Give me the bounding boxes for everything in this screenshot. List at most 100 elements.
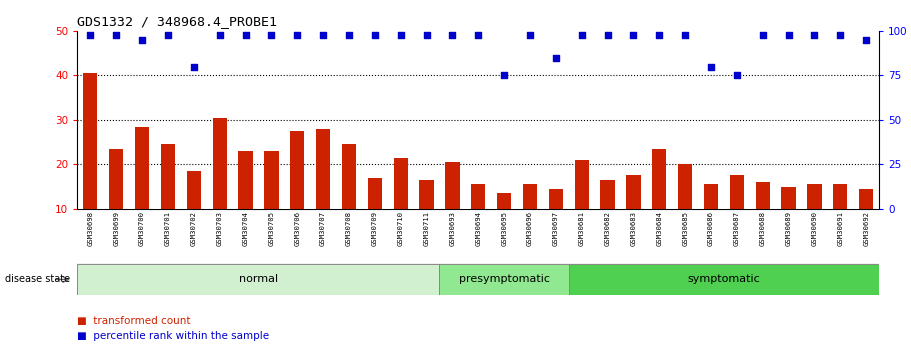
Text: GSM30709: GSM30709 [372,211,378,246]
Bar [678,164,692,209]
Text: GSM30681: GSM30681 [578,211,585,246]
Bar [187,171,201,209]
Bar [523,184,537,209]
Text: GSM30711: GSM30711 [424,211,430,246]
Bar [264,151,279,209]
Bar [548,189,563,209]
Bar [212,118,227,209]
Text: symptomatic: symptomatic [688,275,761,284]
Bar [109,149,123,209]
Point [496,73,511,78]
Text: GSM30688: GSM30688 [760,211,766,246]
Point [419,32,434,37]
Bar [471,184,486,209]
Point [548,55,563,60]
Text: GSM30705: GSM30705 [269,211,274,246]
Bar [445,162,459,209]
Text: GSM30710: GSM30710 [398,211,404,246]
Point [239,32,253,37]
Text: ■  transformed count: ■ transformed count [77,316,191,326]
Text: GSM30699: GSM30699 [113,211,119,246]
Bar [568,264,879,295]
Text: GSM30691: GSM30691 [837,211,844,246]
Point [212,32,227,37]
Point [626,32,640,37]
Text: GSM30694: GSM30694 [476,211,481,246]
Text: GSM30697: GSM30697 [553,211,558,246]
Text: normal: normal [239,275,278,284]
Bar [368,178,382,209]
Bar [807,184,822,209]
Text: GSM30682: GSM30682 [605,211,610,246]
Point [394,32,408,37]
Bar [782,187,795,209]
Text: GSM30704: GSM30704 [242,211,249,246]
Point [807,32,822,37]
Point [678,32,692,37]
Point [342,32,356,37]
Text: GSM30701: GSM30701 [165,211,171,246]
Point [523,32,537,37]
Point [471,32,486,37]
Bar [652,149,667,209]
Bar [239,151,252,209]
Bar [290,131,304,209]
Bar [316,129,330,209]
Text: GSM30702: GSM30702 [190,211,197,246]
Bar [755,182,770,209]
Point [83,32,97,37]
Bar [497,193,511,209]
Point [445,32,460,37]
Text: GSM30696: GSM30696 [527,211,533,246]
Text: GSM30708: GSM30708 [346,211,352,246]
Bar [83,73,97,209]
Point [135,37,149,43]
Bar [394,158,408,209]
Point [730,73,744,78]
Bar [77,264,439,295]
Bar [600,180,615,209]
Text: GSM30687: GSM30687 [734,211,740,246]
Text: disease state: disease state [5,275,69,284]
Point [316,32,331,37]
Bar [161,144,175,209]
Text: GSM30690: GSM30690 [812,211,817,246]
Point [782,32,796,37]
Point [187,64,201,69]
Text: GSM30692: GSM30692 [864,211,869,246]
Point [833,32,847,37]
Bar [575,160,589,209]
Text: presymptomatic: presymptomatic [458,275,549,284]
Bar [859,189,874,209]
Point [264,32,279,37]
Text: GSM30706: GSM30706 [294,211,301,246]
Text: GSM30685: GSM30685 [682,211,688,246]
Text: GSM30693: GSM30693 [449,211,456,246]
Point [652,32,667,37]
Text: GSM30707: GSM30707 [320,211,326,246]
Point [367,32,382,37]
Point [859,37,874,43]
Text: GSM30684: GSM30684 [656,211,662,246]
Point [755,32,770,37]
Bar [627,175,640,209]
Text: GDS1332 / 348968.4_PROBE1: GDS1332 / 348968.4_PROBE1 [77,16,278,29]
Bar [419,180,434,209]
Text: GSM30695: GSM30695 [501,211,507,246]
Point [109,32,124,37]
Bar [342,144,356,209]
Bar [704,184,718,209]
Text: GSM30683: GSM30683 [630,211,637,246]
Bar [834,184,847,209]
Bar [135,127,149,209]
Text: GSM30703: GSM30703 [217,211,222,246]
Text: ■  percentile rank within the sample: ■ percentile rank within the sample [77,332,270,341]
Point [290,32,304,37]
Point [575,32,589,37]
Point [703,64,718,69]
Bar [439,264,568,295]
Text: GSM30689: GSM30689 [785,211,792,246]
Text: GSM30686: GSM30686 [708,211,714,246]
Point [600,32,615,37]
Text: GSM30700: GSM30700 [139,211,145,246]
